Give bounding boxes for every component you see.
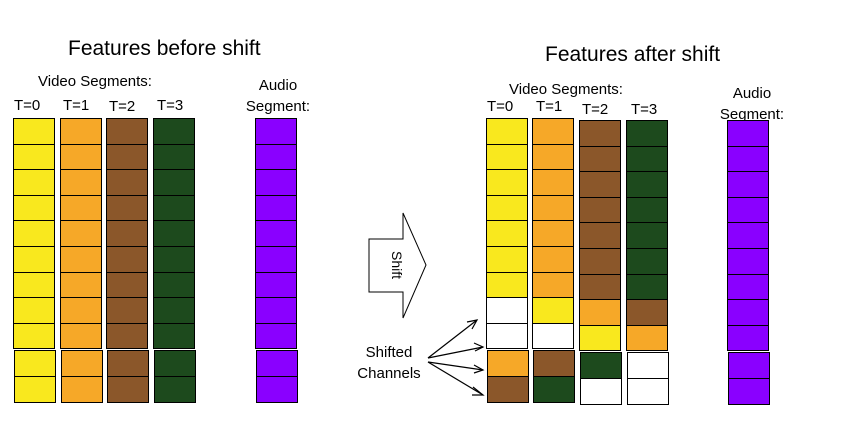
feature-cell [107, 350, 149, 377]
right-title: Features after shift [545, 43, 721, 66]
right-time-label-1: T=1 [536, 98, 563, 115]
left-audio-label: Audio Segment: [245, 77, 311, 115]
feature-cell [256, 376, 298, 403]
feature-cell [486, 143, 528, 171]
feature-cell [106, 322, 148, 350]
feature-cell [486, 322, 528, 350]
feature-cell [626, 248, 668, 275]
feature-cell [727, 196, 769, 224]
left-time-label-0: T=0 [14, 97, 41, 114]
left-time-label-1: T=1 [63, 97, 90, 114]
feature-cell [579, 222, 621, 249]
feature-cell [627, 378, 669, 405]
feature-cell [626, 145, 668, 173]
feature-cell [626, 324, 668, 352]
feature-cell [255, 246, 297, 273]
feature-cell [727, 171, 769, 198]
right-time-label-2: T=2 [582, 101, 609, 118]
feature-cell [154, 376, 196, 403]
feature-cell [532, 297, 574, 324]
right-time-label-3: T=3 [631, 101, 658, 118]
left-time-label-3: T=3 [157, 97, 184, 114]
feature-cell [532, 322, 574, 350]
feature-cell [255, 271, 297, 299]
feature-cell [486, 118, 528, 145]
feature-cell [106, 246, 148, 273]
feature-cell [255, 220, 297, 247]
shift-arrow-icon [368, 212, 427, 319]
feature-cell [106, 297, 148, 324]
feature-cell [60, 143, 102, 171]
shift-arrow-label: Shift [389, 250, 405, 279]
feature-cell [153, 118, 195, 145]
feature-cell [487, 376, 529, 403]
feature-cell [61, 376, 103, 403]
feature-cell [13, 220, 55, 247]
right-time-label-0: T=0 [487, 98, 514, 115]
shifted-channels-pointer-arrows [427, 319, 485, 396]
feature-cell [626, 273, 668, 301]
feature-cell [580, 378, 622, 405]
feature-cell [255, 169, 297, 196]
feature-cell [626, 196, 668, 224]
feature-cell [153, 322, 195, 350]
feature-cell [626, 120, 668, 147]
shifted-channels-label: Shifted Channels [357, 344, 421, 382]
left-title: Features before shift [68, 37, 261, 60]
feature-cell [533, 376, 575, 403]
feature-cell [106, 194, 148, 222]
right-video-label: Video Segments: [509, 81, 623, 98]
feature-cell [60, 246, 102, 273]
right-audio-label: Audio Segment: [719, 85, 785, 123]
feature-cell [255, 143, 297, 171]
feature-cell [13, 322, 55, 350]
left-video-label: Video Segments: [38, 73, 152, 90]
feature-cell [579, 324, 621, 352]
feature-cell [106, 143, 148, 171]
feature-cell [579, 171, 621, 198]
feature-cell [580, 352, 622, 379]
feature-cell [14, 350, 56, 377]
feature-cell [107, 376, 149, 403]
feature-cell [255, 322, 297, 350]
feature-cell [487, 350, 529, 377]
feature-cell [60, 194, 102, 222]
feature-cell [532, 143, 574, 171]
feature-cell [14, 376, 56, 403]
feature-cell [60, 169, 102, 196]
feature-cell [727, 248, 769, 275]
feature-cell [728, 378, 770, 405]
feature-cell [60, 322, 102, 350]
feature-cell [533, 350, 575, 377]
left-time-label-2: T=2 [109, 98, 136, 115]
feature-cell [727, 324, 769, 352]
feature-cell [727, 120, 769, 147]
feature-cell [486, 297, 528, 324]
feature-cell [154, 350, 196, 377]
feature-cell [486, 220, 528, 247]
feature-cell [255, 118, 297, 145]
feature-cell [728, 352, 770, 379]
feature-cell [532, 169, 574, 196]
feature-cell [579, 273, 621, 301]
feature-cell [486, 194, 528, 222]
feature-cell [13, 297, 55, 324]
feature-cell [532, 220, 574, 247]
feature-cell [153, 297, 195, 324]
feature-cell [255, 297, 297, 324]
feature-cell [727, 145, 769, 173]
feature-cell [106, 271, 148, 299]
